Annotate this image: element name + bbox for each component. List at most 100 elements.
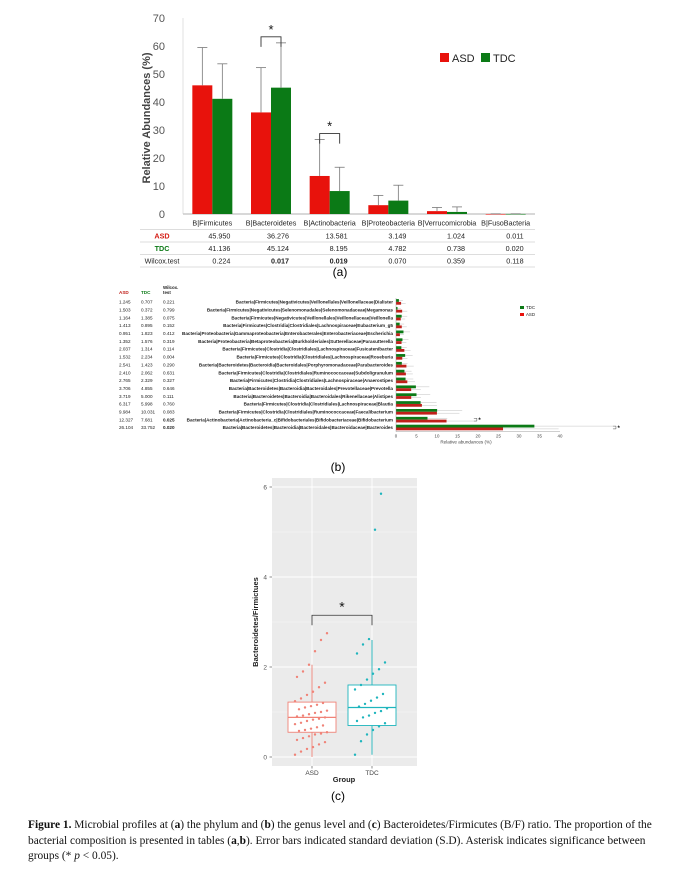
panel-c-point-asd [315, 703, 319, 706]
panel-b-bar-asd [396, 372, 406, 376]
panel-b-asd-value: 2.410 [119, 370, 131, 375]
caption-ref-a: a [174, 819, 181, 831]
panel-c-point-tdc [385, 707, 389, 710]
panel-b-taxon-label: Bacteria|Bacteroidetes|Bacteroidia|Bacte… [229, 386, 394, 391]
panel-c-point-tdc [353, 688, 357, 691]
panel-c-point-tdc [359, 683, 363, 687]
panel-a-table-cell: 36.276 [267, 232, 289, 241]
panel-c-point-asd [293, 722, 297, 726]
panel-c-point-asd [317, 717, 321, 720]
panel-c-sig-bracket [311, 614, 373, 626]
panel-b-tdc-value: 33.752 [141, 425, 155, 430]
panel-b-sig-asterisk: * [617, 426, 620, 432]
panel-b-asd-value: 3.719 [119, 394, 131, 399]
panel-a-ytick-label: 10 [153, 181, 165, 193]
panel-b-p-value: 0.075 [163, 315, 175, 320]
panel-c-point-asd [323, 740, 327, 744]
panel-b-bar-tdc [396, 322, 400, 326]
caption-ref-c: c [371, 819, 377, 831]
panel-c-point-asd [301, 670, 305, 673]
panel-b-asd-value: 1.245 [119, 300, 131, 305]
panel-c-point-asd [299, 750, 303, 753]
panel-b-bar-asd [396, 301, 402, 305]
panel-b-asd-value: 1.352 [119, 339, 131, 344]
panel-c-point-tdc [379, 492, 383, 495]
panel-c-point-asd [297, 708, 301, 711]
panel-b-header: ASD TDC Wilcox. test [119, 285, 178, 295]
panel-c-point-asd [307, 663, 311, 666]
panel-c-point-tdc [369, 699, 373, 702]
panel-b-tdc-value: 1.823 [141, 331, 153, 336]
caption-p: p [74, 850, 80, 862]
panel-b-bar-asd [396, 388, 412, 392]
panel-c-point-tdc [361, 716, 365, 719]
panel-c-point-asd [325, 632, 329, 635]
legend-asd-swatch [440, 53, 449, 62]
panel-b-header-tdc: TDC [141, 290, 151, 295]
panel-c-point-asd [307, 735, 311, 738]
panel-a-table-rowlabel: ASD [154, 232, 169, 241]
caption-text-3: ) the genus level and ( [270, 819, 372, 831]
panel-b-xtick-label: 20 [476, 434, 481, 439]
panel-c-point-asd [309, 727, 313, 730]
panel-b-header-wilcox: Wilcox. test [163, 285, 178, 295]
panel-c-point-tdc [355, 719, 359, 723]
panel-b-asd-value: 3.706 [119, 386, 131, 391]
caption-text-5: ). Error bars indicated standard deviati… [28, 834, 646, 863]
panel-c-point-asd [305, 719, 309, 723]
panel-c-axes: 0 2 4 6 ASD TDC [263, 485, 379, 778]
panel-c-point-tdc [359, 740, 363, 743]
panel-a-bars [192, 42, 526, 215]
panel-c-point-tdc [375, 696, 379, 699]
panel-a-significance: ** [260, 22, 341, 144]
panel-b-taxon-label: Bacteria|Firmicutes|Clostridia|Clostridi… [223, 323, 393, 328]
caption-ref-ab-b: b [239, 834, 246, 847]
panel-c-point-asd [301, 714, 305, 717]
panel-b-asd-value: 1.413 [119, 323, 131, 328]
panel-b-tdc-value: 4.855 [141, 386, 153, 391]
panel-c-point-asd [309, 704, 313, 708]
panel-c-box-tdc [347, 684, 397, 726]
panel-a-table-category: B|Bacteroidetes [246, 219, 297, 228]
panel-b-asd-value: 1.532 [119, 355, 131, 360]
caption-comma: , [236, 834, 240, 847]
panel-a-bar-tdc [329, 191, 350, 214]
panel-c-point-asd [317, 686, 321, 689]
panel-c-point-asd [325, 709, 329, 712]
panel-b-sig-asterisk: * [478, 418, 481, 424]
panel-b-p-value: 0.020 [163, 425, 175, 430]
panel-b-tdc-value: 7.681 [141, 417, 153, 422]
panel-c-point-asd [321, 724, 325, 727]
panel-c-point-tdc [381, 692, 385, 696]
panel-b-bar-tdc [396, 346, 402, 349]
panel-b-sig-bracket [612, 425, 617, 430]
panel-b-p-value: 0.319 [163, 339, 175, 344]
panel-a-table-cell: 45.950 [208, 232, 230, 241]
panel-c-point-asd [305, 693, 309, 697]
panel-a-sig-bracket [260, 36, 282, 47]
panel-b-bar-tdc [396, 354, 406, 357]
panel-c-boxes [287, 492, 397, 757]
panel-c-point-asd [313, 650, 317, 653]
panel-b-bar-tdc [396, 401, 421, 404]
panel-c-point-tdc [373, 528, 377, 531]
panel-c-point-asd [311, 745, 315, 749]
panel-c-point-tdc [367, 637, 371, 641]
panel-b-rows: 1.245 0.707 0.221 Bacteria|Firmicutes|Negat… [119, 299, 620, 432]
panel-b-bar-asd [396, 403, 422, 407]
panel-b-bar-asd [396, 349, 405, 352]
panel-c-point-asd [321, 701, 325, 705]
panel-b-header-asd: ASD [119, 290, 129, 295]
panel-b-tdc-value: 1.385 [141, 315, 153, 320]
panel-a-table-cell: 3.149 [388, 232, 406, 241]
panel-a-table-cell: 4.782 [388, 244, 406, 253]
caption-text-4: ) Bacteroidetes/Firmicutes (B/F) ratio. … [28, 819, 652, 847]
panel-a-yaxis: Relative Abundances (%) 0 10 20 30 40 50 60 70 [141, 13, 165, 221]
panel-c-xlabel: Group [333, 775, 356, 784]
legend-b-asd-label: ASD [526, 312, 535, 317]
panel-a-table-category: B|FusoBacteria [481, 219, 530, 228]
legend-b-asd-swatch [520, 313, 524, 316]
panel-c-point-asd [301, 736, 305, 740]
panel-c-label: (c) [331, 789, 345, 803]
panel-a-label: (a) [333, 265, 348, 279]
